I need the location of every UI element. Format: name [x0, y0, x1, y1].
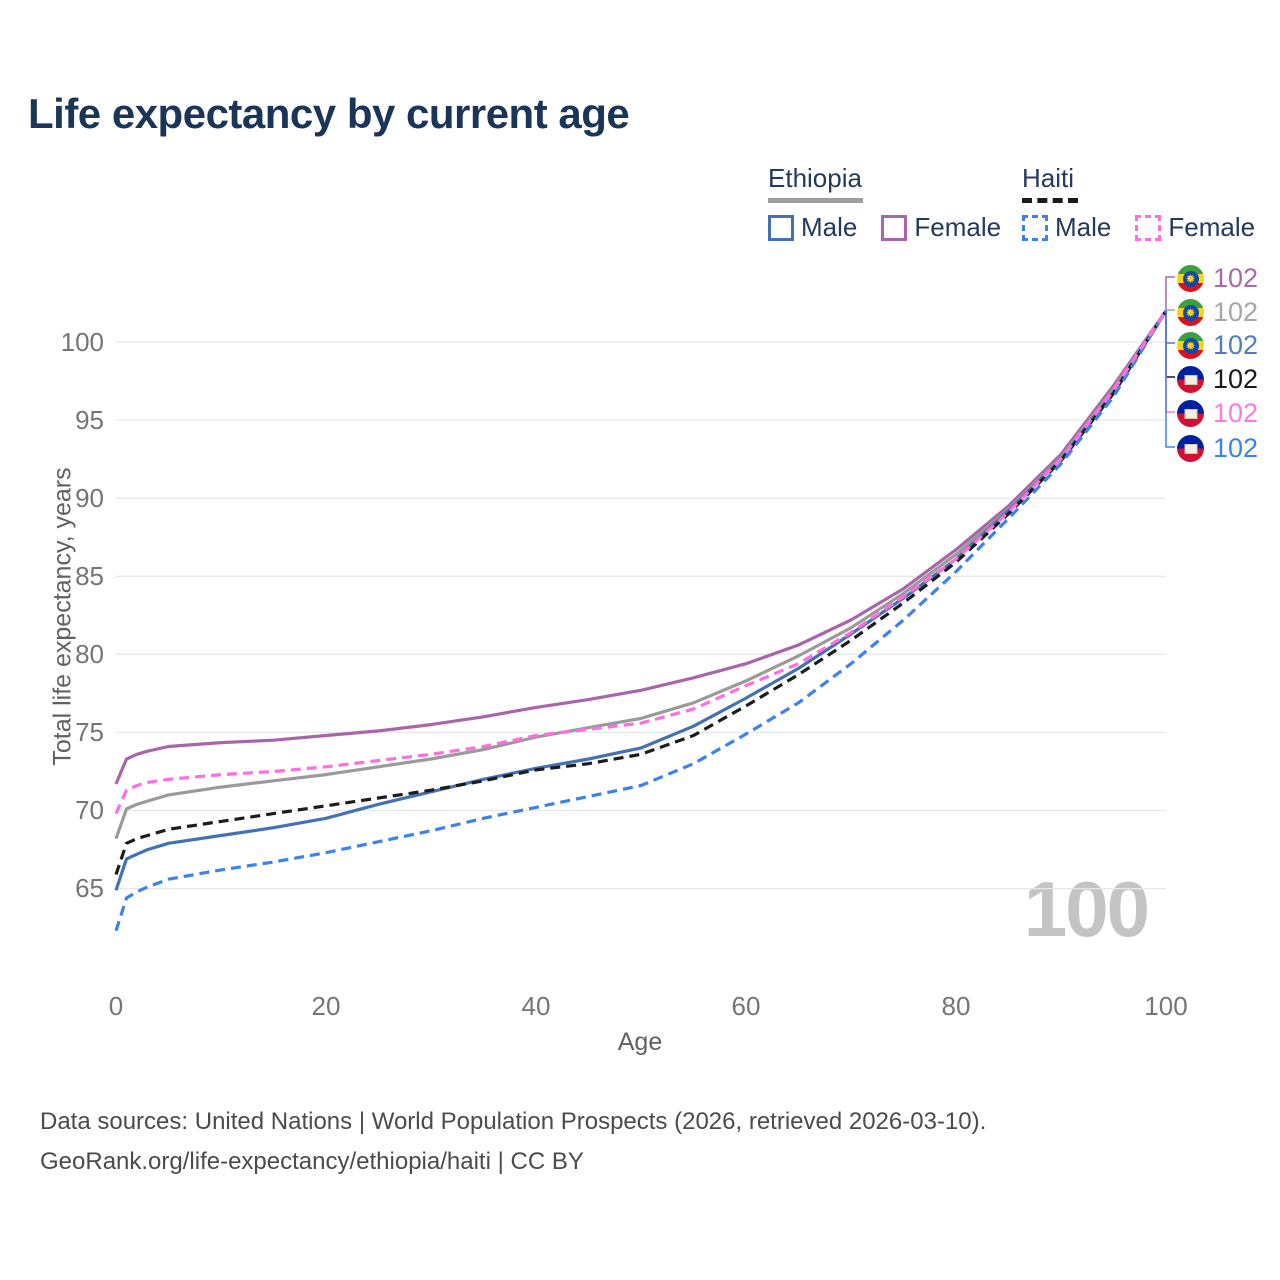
- y-axis-title: Total life expectancy, years: [48, 467, 77, 766]
- end-label-value: 102: [1213, 364, 1259, 394]
- checkbox-icon[interactable]: [881, 214, 908, 241]
- x-tick-label: 100: [1144, 991, 1188, 1021]
- y-tick-label: 100: [60, 327, 104, 357]
- legend-item-label[interactable]: Female: [1168, 212, 1256, 242]
- legend-item-ethiopia-male[interactable]: Male: [768, 212, 857, 243]
- y-tick-label: 65: [75, 873, 104, 903]
- end-label-value: 102: [1213, 297, 1259, 327]
- y-tick-label: 85: [75, 561, 104, 591]
- y-tick-label: 70: [75, 795, 104, 825]
- end-label-value: 102: [1213, 263, 1259, 293]
- legend-item-label[interactable]: Female: [914, 212, 1002, 242]
- legend-item-ethiopia-female[interactable]: Female: [881, 212, 1001, 243]
- checkbox-icon[interactable]: [768, 214, 794, 241]
- x-tick-label: 80: [941, 991, 971, 1021]
- end-label-value: 102: [1213, 330, 1259, 360]
- x-tick-label: 40: [521, 991, 551, 1021]
- end-label-row: 102: [1177, 364, 1258, 395]
- legend-group-ethiopia: Ethiopia Male Female: [768, 163, 1001, 243]
- data-sources-text: Data sources: United Nations | World Pop…: [40, 1108, 987, 1135]
- ethiopia-flag-icon: [1177, 299, 1204, 326]
- checkbox-icon[interactable]: [1135, 214, 1162, 241]
- attribution-text: GeoRank.org/life-expectancy/ethiopia/hai…: [40, 1148, 584, 1175]
- y-tick-label: 80: [75, 639, 104, 669]
- x-tick-label: 20: [311, 991, 341, 1021]
- legend-item-haiti-male[interactable]: Male: [1022, 212, 1111, 243]
- y-tick-label: 95: [75, 405, 104, 435]
- end-label-value: 102: [1213, 433, 1259, 463]
- legend-items-haiti: Male Female: [1022, 212, 1255, 243]
- end-label-value: 102: [1213, 398, 1259, 428]
- legend-country-haiti[interactable]: Haiti: [1022, 163, 1075, 193]
- x-axis-title: Age: [617, 1028, 663, 1056]
- legend-item-haiti-female[interactable]: Female: [1135, 212, 1255, 243]
- end-label-row: 102: [1177, 297, 1258, 328]
- checkbox-icon[interactable]: [1022, 214, 1048, 241]
- end-label-row: 102: [1177, 433, 1258, 464]
- legend-underline-ethiopia: [768, 198, 863, 203]
- y-tick-label: 75: [75, 717, 104, 747]
- legend-item-label[interactable]: Male: [801, 212, 858, 242]
- end-label-row: 102: [1177, 263, 1258, 294]
- legend-item-label[interactable]: Male: [1055, 212, 1112, 242]
- ethiopia-flag-icon: [1177, 265, 1204, 292]
- x-tick-label: 0: [108, 991, 124, 1021]
- haiti-flag-icon: [1177, 366, 1204, 393]
- age-watermark: 100: [1023, 865, 1150, 953]
- haiti-flag-icon: [1177, 400, 1204, 427]
- legend-country-ethiopia[interactable]: Ethiopia: [768, 163, 862, 193]
- end-label-row: 102: [1177, 398, 1258, 429]
- y-tick-label: 90: [75, 483, 104, 513]
- page-title: Life expectancy by current age: [28, 90, 630, 137]
- legend-items-ethiopia: Male Female: [768, 212, 1001, 243]
- end-label-row: 102: [1177, 330, 1258, 361]
- legend-group-haiti: Haiti Male Female: [1022, 163, 1255, 243]
- ethiopia-flag-icon: [1177, 332, 1204, 359]
- legend-underline-haiti: [1022, 198, 1078, 203]
- haiti-flag-icon: [1177, 435, 1204, 462]
- x-tick-label: 60: [731, 991, 761, 1021]
